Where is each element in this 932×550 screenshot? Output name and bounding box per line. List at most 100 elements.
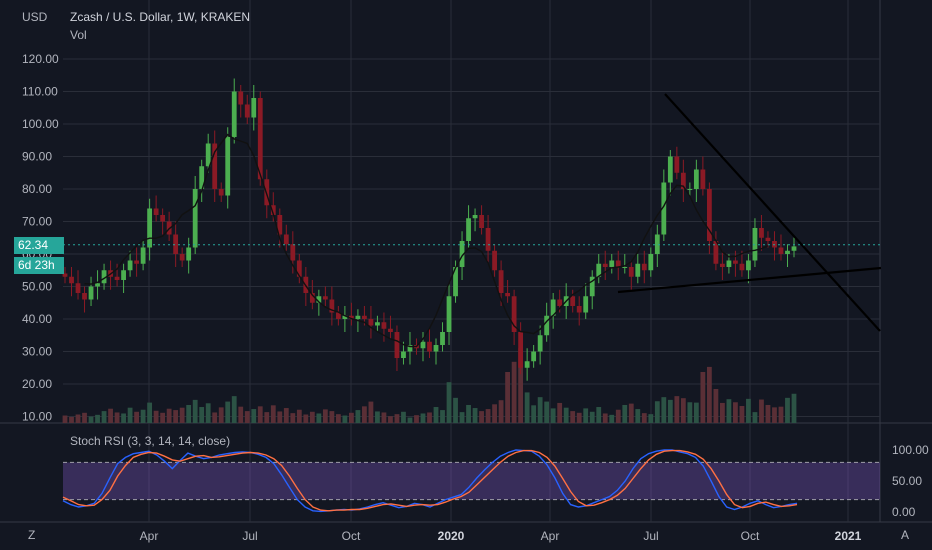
candle-body — [641, 263, 647, 271]
candle-body — [322, 296, 328, 300]
time-tick-label: 2020 — [438, 529, 465, 543]
volume-bar — [309, 411, 315, 423]
volume-bar — [166, 408, 172, 423]
volume-bar — [88, 416, 94, 423]
volume-bar — [778, 406, 784, 423]
candle-body — [362, 315, 367, 319]
time-tick-label: Oct — [342, 529, 361, 543]
volume-bar — [446, 382, 452, 423]
candle-body — [628, 267, 634, 277]
candle-body — [785, 250, 790, 254]
candle-body — [570, 296, 576, 306]
candlesticks — [62, 78, 797, 381]
volume-bar — [759, 399, 764, 423]
price-tick-label: 100.00 — [22, 117, 59, 131]
volume-bar — [654, 401, 660, 423]
volume-bar — [622, 404, 628, 423]
candle-body — [186, 247, 192, 261]
candle-body — [296, 260, 302, 277]
candle-body — [609, 260, 615, 267]
candle-body — [746, 260, 751, 271]
volume-bar — [628, 403, 634, 423]
price-tick-label: 50.00 — [22, 280, 52, 294]
candle-body — [479, 215, 484, 228]
volume-bar — [179, 407, 185, 423]
volume-bar — [544, 401, 550, 423]
volume-bar — [433, 407, 439, 423]
candle-body — [693, 169, 699, 189]
volume-bar — [212, 412, 218, 423]
volume-bar — [537, 397, 543, 423]
volume-bar — [140, 409, 146, 423]
auto-scale-toggle[interactable]: A — [901, 528, 910, 542]
candle-body — [706, 189, 712, 241]
volume-bar — [420, 413, 426, 423]
volume-bar — [459, 412, 465, 423]
candle-body — [82, 293, 87, 300]
candle-body — [121, 270, 126, 280]
stoch-tick-label: 100.00 — [892, 443, 929, 457]
candle-body — [309, 293, 315, 303]
volume-bar — [505, 372, 511, 423]
candle-body — [69, 276, 74, 284]
volume-bar — [635, 409, 641, 423]
resistance-trendline[interactable] — [664, 93, 881, 332]
grid-lines — [0, 0, 932, 523]
volume-bar — [186, 404, 192, 423]
candle-body — [778, 247, 784, 254]
stoch-band — [63, 462, 880, 500]
volume-bar — [264, 412, 270, 423]
candle-body — [277, 215, 283, 235]
candle-body — [270, 205, 276, 215]
volume-bar — [700, 372, 706, 423]
candle-body — [433, 345, 439, 352]
candle-body — [420, 341, 426, 349]
volume-bar — [785, 397, 790, 423]
candle-body — [700, 169, 706, 189]
candle-body — [505, 293, 511, 297]
time-tick-label: 2021 — [835, 529, 862, 543]
candle-body — [134, 260, 139, 264]
volume-bar — [62, 415, 68, 423]
candle-body — [147, 208, 153, 248]
candle-body — [427, 341, 432, 352]
volume-bar — [693, 402, 699, 423]
volume-bar — [160, 412, 166, 423]
volume-bar — [726, 399, 732, 423]
support-trendline[interactable] — [617, 266, 882, 294]
currency-label: USD — [22, 10, 48, 24]
candle-body — [88, 286, 94, 300]
volume-bar — [283, 408, 289, 423]
candle-body — [635, 263, 641, 277]
volume-bar — [290, 413, 296, 423]
candle-body — [238, 91, 244, 105]
volume-bar — [720, 402, 725, 423]
time-tick-label: Oct — [741, 529, 760, 543]
volume-bar — [602, 413, 608, 423]
candle-body — [654, 234, 660, 254]
candle-body — [765, 237, 771, 241]
timezone-letter[interactable]: Z — [28, 528, 36, 542]
volume-bar — [303, 414, 309, 423]
candle-body — [622, 267, 628, 268]
price-tick-label: 20.00 — [22, 377, 52, 391]
volume-bar — [342, 415, 348, 423]
candle-body — [335, 312, 341, 319]
volume-bar — [257, 406, 263, 423]
volume-bar — [765, 404, 771, 423]
volume-bar — [121, 413, 126, 423]
candle-body — [101, 270, 107, 284]
candle-body — [648, 254, 654, 271]
volume-bar — [752, 412, 758, 423]
candle-body — [485, 228, 491, 251]
volume-bar — [244, 411, 250, 423]
time-axis: Apr Jul Oct 2020 Apr Jul Oct 2021 — [140, 529, 862, 543]
volume-label: Vol — [70, 28, 87, 42]
volume-bar — [713, 389, 719, 423]
candle-body — [511, 296, 517, 332]
candle-body — [388, 328, 393, 332]
volume-bar — [739, 406, 745, 423]
volume-bar — [661, 397, 667, 423]
candle-body — [544, 315, 550, 336]
